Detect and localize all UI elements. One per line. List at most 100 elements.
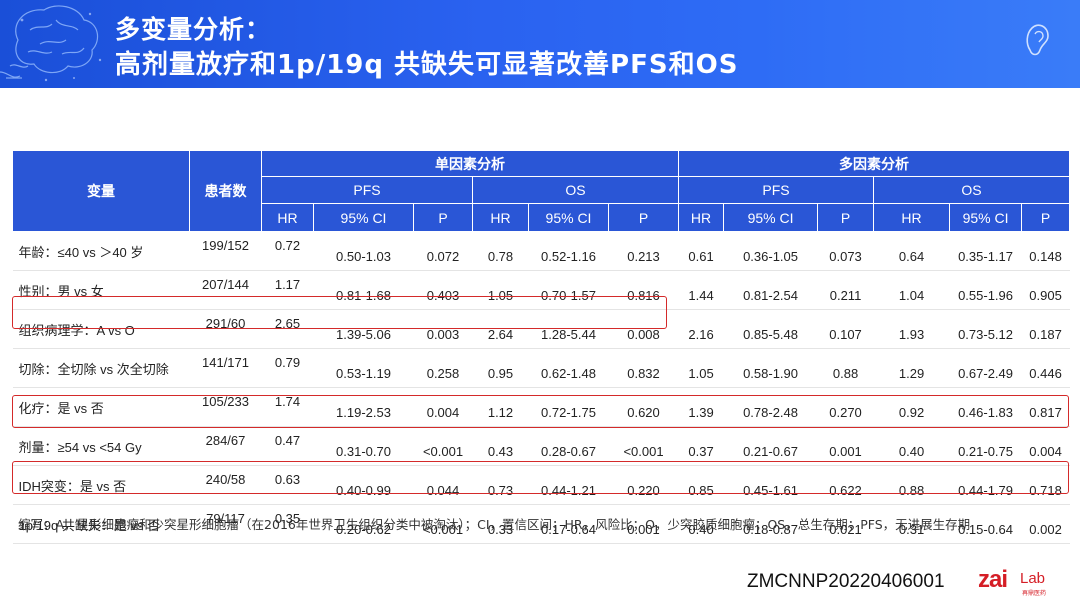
cell-m-os-ci: 0.46-1.83 — [949, 387, 1022, 427]
cell-u-pfs-ci: 1.39-5.06 — [313, 309, 414, 349]
cell-u-os-p: <0.001 — [608, 426, 679, 466]
cell-u-os-p: 0.620 — [608, 387, 679, 427]
cell-variable: 组织病理学：A vs O — [12, 309, 190, 349]
cell-m-pfs-hr: 1.05 — [678, 348, 724, 388]
header-ci: 95% CI — [313, 203, 414, 232]
cell-m-os-ci: 0.73-5.12 — [949, 309, 1022, 349]
cell-u-os-hr: 1.05 — [472, 270, 529, 310]
cell-m-pfs-ci: 0.21-0.67 — [723, 426, 818, 466]
cell-u-os-ci: 0.70-1.57 — [528, 270, 609, 310]
cell-m-pfs-ci: 0.81-2.54 — [723, 270, 818, 310]
cell-variable: 剂量：≥54 vs <54 Gy — [12, 426, 190, 466]
cell-m-pfs-ci: 0.36-1.05 — [723, 231, 818, 271]
cell-m-pfs-p: 0.88 — [817, 348, 874, 388]
cell-u-pfs-p: 0.004 — [413, 387, 473, 427]
cell-m-pfs-ci: 0.78-2.48 — [723, 387, 818, 427]
cell-m-pfs-hr: 1.39 — [678, 387, 724, 427]
cell-u-os-ci: 0.44-1.21 — [528, 465, 609, 505]
cell-u-pfs-hr: 1.17 — [261, 270, 314, 310]
cell-m-os-p: 0.817 — [1021, 387, 1070, 427]
cell-u-os-ci: 0.72-1.75 — [528, 387, 609, 427]
title-banner: 多变量分析： 高剂量放疗和1p/19q 共缺失可显著改善PFS和OS — [0, 0, 1080, 88]
table-row: 化疗：是 vs 否 105/233 1.74 1.19-2.53 0.004 1.12 0.… — [12, 387, 1070, 427]
cell-u-pfs-ci: 0.81-1.68 — [313, 270, 414, 310]
cell-u-os-p: 0.220 — [608, 465, 679, 505]
cell-m-pfs-p: 0.021 — [817, 504, 874, 544]
cell-u-pfs-p: 0.403 — [413, 270, 473, 310]
cell-u-pfs-ci: 0.50-1.03 — [313, 231, 414, 271]
header-univariate-pfs: PFS — [261, 176, 473, 204]
cell-m-os-hr: 0.88 — [873, 465, 950, 505]
table-row: IDH突变：是 vs 否 240/58 0.63 0.40-0.99 0.044 0.73… — [12, 465, 1070, 505]
cell-m-pfs-hr: 0.37 — [678, 426, 724, 466]
cell-m-os-hr: 0.92 — [873, 387, 950, 427]
cell-patients: 79/117 — [189, 504, 262, 544]
cell-patients: 141/171 — [189, 348, 262, 388]
cell-patients: 105/233 — [189, 387, 262, 427]
cell-u-os-ci: 0.62-1.48 — [528, 348, 609, 388]
cell-u-os-hr: 0.43 — [472, 426, 529, 466]
cell-m-os-hr: 1.29 — [873, 348, 950, 388]
header-multivariate: 多因素分析 — [678, 150, 1071, 177]
cell-m-os-hr: 1.04 — [873, 270, 950, 310]
header-univariate-os: OS — [471, 176, 680, 204]
header-p: P — [1021, 203, 1071, 232]
cell-m-pfs-hr: 1.44 — [678, 270, 724, 310]
cell-u-os-ci: 0.52-1.16 — [528, 231, 609, 271]
cell-patients: 240/58 — [189, 465, 262, 505]
header-univariate: 单因素分析 — [260, 150, 680, 177]
cell-u-pfs-hr: 2.65 — [261, 309, 314, 349]
cell-m-os-p: 0.905 — [1021, 270, 1070, 310]
header-multivariate-os: OS — [873, 176, 1071, 204]
cell-u-os-p: 0.001 — [608, 504, 679, 544]
multivariate-analysis-table: 变量 患者数 单因素分析 多因素分析 PFS OS PFS OS HR 95% … — [12, 150, 1071, 544]
cell-u-os-hr: 0.33 — [472, 504, 529, 544]
cell-m-pfs-p: 0.001 — [817, 426, 874, 466]
cell-u-pfs-ci: 0.20-0.62 — [313, 504, 414, 544]
cell-m-os-p: 0.002 — [1021, 504, 1070, 544]
cell-m-pfs-p: 0.270 — [817, 387, 874, 427]
header-patients: 患者数 — [189, 150, 262, 232]
cell-u-os-p: 0.832 — [608, 348, 679, 388]
header-p: P — [413, 203, 473, 232]
cell-u-pfs-p: <0.001 — [413, 426, 473, 466]
cell-patients: 291/60 — [189, 309, 262, 349]
cell-m-os-hr: 0.40 — [873, 426, 950, 466]
cell-variable: IDH突变：是 vs 否 — [12, 465, 190, 505]
cell-m-os-hr: 0.64 — [873, 231, 950, 271]
cell-u-pfs-hr: 0.63 — [261, 465, 314, 505]
cell-variable: 切除：全切除 vs 次全切除 — [12, 348, 190, 388]
cell-m-pfs-p: 0.211 — [817, 270, 874, 310]
cell-m-os-p: 0.004 — [1021, 426, 1070, 466]
logo-text-sub: 再鼎医药 — [1022, 590, 1047, 597]
header-ci: 95% CI — [528, 203, 609, 232]
cell-u-pfs-p: 0.072 — [413, 231, 473, 271]
header-hr: HR — [873, 203, 951, 232]
header-hr: HR — [472, 203, 529, 232]
table-row: 年龄：≤40 vs ＞40 岁 199/152 0.72 0.50-1.03 0.072… — [12, 231, 1070, 271]
header-hr: HR — [678, 203, 725, 232]
cell-m-os-ci: 0.55-1.96 — [949, 270, 1022, 310]
cell-m-pfs-p: 0.073 — [817, 231, 874, 271]
cell-u-pfs-hr: 0.35 — [261, 504, 314, 544]
footnote-abbreviations: 缩写：A，星形细胞瘤和少突星形细胞瘤（在2016年世界卫生组织分类中被淘汰）；C… — [18, 517, 971, 532]
cell-m-os-ci: 0.21-0.75 — [949, 426, 1022, 466]
header-hr: HR — [261, 203, 314, 232]
ear-decoration-icon — [1026, 24, 1049, 56]
cell-m-pfs-ci: 0.18-0.87 — [723, 504, 818, 544]
cell-u-pfs-hr: 0.47 — [261, 426, 314, 466]
table-row: 切除：全切除 vs 次全切除 141/171 0.79 0.53-1.19 0.258 0… — [12, 348, 1070, 388]
cell-m-pfs-hr: 0.40 — [678, 504, 724, 544]
cell-m-os-p: 0.718 — [1021, 465, 1070, 505]
cell-u-os-hr: 0.95 — [472, 348, 529, 388]
cell-m-pfs-ci: 0.45-1.61 — [723, 465, 818, 505]
cell-u-pfs-p: 0.003 — [413, 309, 473, 349]
cell-u-pfs-ci: 0.31-0.70 — [313, 426, 414, 466]
cell-variable: 性别：男 vs 女 — [12, 270, 190, 310]
header-p: P — [817, 203, 875, 232]
cell-patients: 284/67 — [189, 426, 262, 466]
document-code: ZMCNNP20220406001 — [747, 571, 945, 592]
cell-m-pfs-hr: 0.85 — [678, 465, 724, 505]
cell-m-os-ci: 0.15-0.64 — [949, 504, 1022, 544]
cell-u-os-hr: 1.12 — [472, 387, 529, 427]
